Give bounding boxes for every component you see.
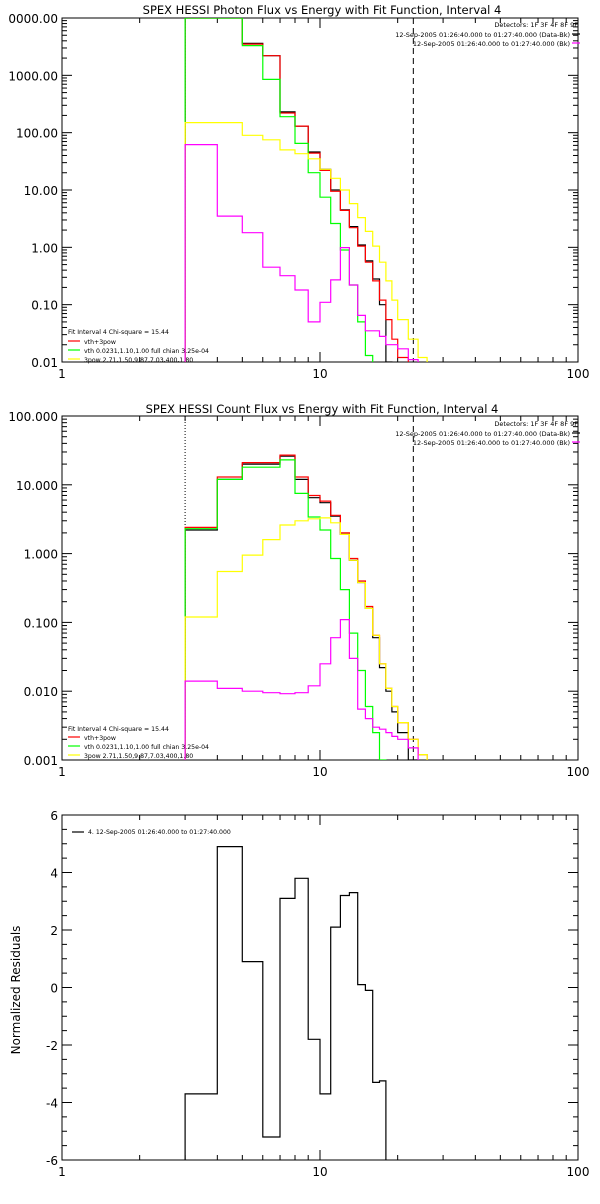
series-bk <box>184 144 419 362</box>
y-tick-label: 6 <box>50 809 58 823</box>
y-tick-label: 100.00 <box>16 127 58 141</box>
y-tick-label: 0 <box>50 982 58 996</box>
data-bk-time-label: 12-Sep-2005 01:26:40.000 to 01:27:40.000… <box>395 430 570 438</box>
legend-entry-vth: vth 0.0231,1.10,1.00 full chian 3.25e-04 <box>84 744 209 751</box>
y-tick-label: 1.00 <box>31 241 58 255</box>
photon-flux-chart-title: SPEX HESSI Photon Flux vs Energy with Fi… <box>143 3 502 17</box>
residuals-legend: 4. 12-Sep-2005 01:26:40.000 to 01:27:40.… <box>88 829 231 836</box>
count-flux-legend: Fit Interval 4 Chi-square = 15.44 vth+3p… <box>68 726 209 760</box>
y-tick-label: -6 <box>46 1154 58 1168</box>
series-3pow <box>184 517 428 760</box>
legend-entry-vth-3pow: vth+3pow <box>84 339 116 346</box>
y-tick-label: -4 <box>46 1097 58 1111</box>
x-tick-label: 100 <box>567 367 590 381</box>
series-bk <box>184 619 419 760</box>
y-tick-label: 0.01 <box>31 356 58 370</box>
x-tick-label: 10 <box>312 367 327 381</box>
photon-flux-legend: Fit Interval 4 Chi-square = 15.44 vth+3p… <box>68 329 209 364</box>
detectors-label: Detectors: 1F 3F 4F 8F 9F <box>494 420 578 428</box>
count-flux-panel: SPEX HESSI Count Flux vs Energy with Fit… <box>8 402 590 779</box>
y-tick-label: 0.001 <box>24 754 58 768</box>
count-flux-header: Detectors: 1F 3F 4F 8F 9F 12-Sep-2005 01… <box>395 420 578 447</box>
series-residuals <box>184 846 387 1160</box>
count-flux-chart-title: SPEX HESSI Count Flux vs Energy with Fit… <box>146 402 499 416</box>
legend-entry-vth-3pow: vth+3pow <box>84 735 116 742</box>
fit-interval-label: Fit Interval 4 Chi-square = 15.44 <box>68 726 169 733</box>
x-tick-label: 100 <box>567 1165 590 1179</box>
y-tick-label: 1000.00 <box>8 69 58 83</box>
series-vth <box>184 459 387 760</box>
y-tick-label: 0000.00 <box>8 12 58 26</box>
series-3pow <box>184 122 428 362</box>
x-tick-label: 1 <box>58 1165 66 1179</box>
legend-entry-3pow: 3pow 2.71,1.50,9.87,7.03,400,1.80 <box>84 357 193 364</box>
data-bk-time-label: 12-Sep-2005 01:26:40.000 to 01:27:40.000… <box>395 31 570 39</box>
legend-entry-interval: 4. 12-Sep-2005 01:26:40.000 to 01:27:40.… <box>88 829 231 836</box>
photon-flux-header: Detectors: 1F 3F 4F 8F 9F 12-Sep-2005 01… <box>395 21 578 48</box>
y-tick-label: 0.100 <box>24 616 58 630</box>
x-tick-label: 10 <box>312 1165 327 1179</box>
y-tick-label: 2 <box>50 924 58 938</box>
residuals-panel: Normalized Residuals 4. 12-Sep-2005 01:2… <box>9 809 590 1179</box>
x-tick-label: 1 <box>58 765 66 779</box>
fit-interval-label: Fit Interval 4 Chi-square = 15.44 <box>68 329 169 336</box>
y-tick-label: 0.10 <box>31 299 58 313</box>
legend-entry-vth: vth 0.0231,1.10,1.00 full chian 3.25e-04 <box>84 348 209 355</box>
residuals-y-axis-label: Normalized Residuals <box>9 926 23 1055</box>
x-tick-label: 1 <box>58 367 66 381</box>
bk-time-label: 12-Sep-2005 01:26:40.000 to 01:27:40.000… <box>413 40 570 48</box>
x-tick-label: 100 <box>567 765 590 779</box>
y-tick-label: 1.000 <box>24 548 58 562</box>
y-tick-label: 10.000 <box>16 479 58 493</box>
y-tick-label: 4 <box>50 867 58 881</box>
y-tick-label: 10.00 <box>24 184 58 198</box>
y-tick-label: -2 <box>46 1039 58 1053</box>
photon-flux-panel: SPEX HESSI Photon Flux vs Energy with Fi… <box>8 3 590 381</box>
y-tick-label: 0.010 <box>24 685 58 699</box>
x-tick-label: 10 <box>312 765 327 779</box>
bk-time-label: 12-Sep-2005 01:26:40.000 to 01:27:40.000… <box>413 439 570 447</box>
legend-entry-3pow: 3pow 2.71,1.50,9.87,7.03,400,1.80 <box>84 753 193 760</box>
detectors-label: Detectors: 1F 3F 4F 8F 9F <box>494 21 578 29</box>
y-tick-label: 100.000 <box>8 410 58 424</box>
